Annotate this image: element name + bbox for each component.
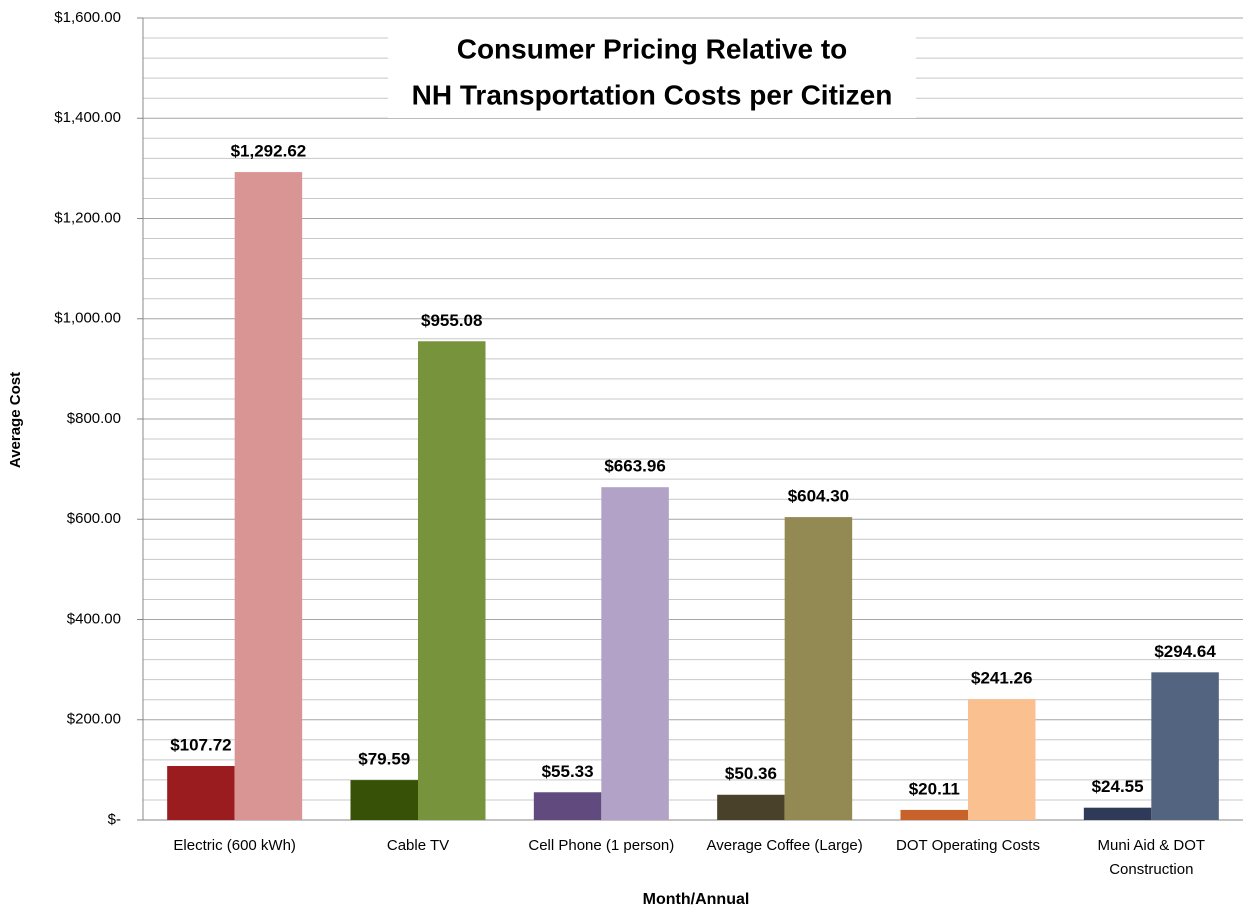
x-tick-label: Cable TV <box>386 837 450 854</box>
bar <box>533 792 602 820</box>
y-tick-label: $1,400.00 <box>54 109 121 126</box>
bar <box>418 341 486 820</box>
data-label: $663.96 <box>604 457 665 476</box>
data-label: $1,292.62 <box>231 142 307 161</box>
chart-title: Consumer Pricing Relative to <box>457 33 848 64</box>
y-axis-label: Average Cost <box>7 372 24 468</box>
bar <box>784 517 853 820</box>
data-label: $604.30 <box>788 487 849 506</box>
chart-title: NH Transportation Costs per Citizen <box>412 79 893 110</box>
data-label: $241.26 <box>971 669 1032 688</box>
bar <box>601 487 669 820</box>
data-label: $294.64 <box>1154 642 1216 661</box>
data-label: $50.36 <box>725 764 777 783</box>
y-tick-label: $200.00 <box>67 711 121 728</box>
bar <box>900 809 968 820</box>
y-tick-label: $1,600.00 <box>54 9 121 26</box>
x-tick-label: Muni Aid & DOT Construction <box>1097 837 1206 878</box>
y-tick-label: $400.00 <box>67 610 121 627</box>
y-tick-label: $- <box>108 811 121 828</box>
data-label: $24.55 <box>1092 777 1144 796</box>
bar <box>350 780 418 820</box>
bar <box>1083 807 1152 820</box>
title-box <box>388 30 916 118</box>
bar <box>234 172 303 820</box>
data-label: $107.72 <box>170 735 231 754</box>
data-label: $79.59 <box>358 750 410 769</box>
data-label: $955.08 <box>421 311 482 330</box>
bar <box>717 794 785 820</box>
x-tick-label: DOT Operating Costs <box>896 837 1040 854</box>
y-tick-label: $800.00 <box>67 410 121 427</box>
y-tick-label: $1,200.00 <box>54 209 121 226</box>
data-label: $20.11 <box>909 779 960 798</box>
data-label: $55.33 <box>542 762 594 781</box>
bar <box>1151 672 1219 820</box>
x-axis-label: Month/Annual <box>643 891 750 908</box>
y-tick-label: $600.00 <box>67 510 121 527</box>
x-tick-label: Average Coffee (Large) <box>706 837 863 854</box>
y-tick-label: $1,000.00 <box>54 310 121 327</box>
x-tick-label: Electric (600 kWh) <box>173 837 296 854</box>
bar <box>167 766 235 820</box>
bar <box>968 699 1036 820</box>
x-tick-label: Cell Phone (1 person) <box>528 837 675 854</box>
